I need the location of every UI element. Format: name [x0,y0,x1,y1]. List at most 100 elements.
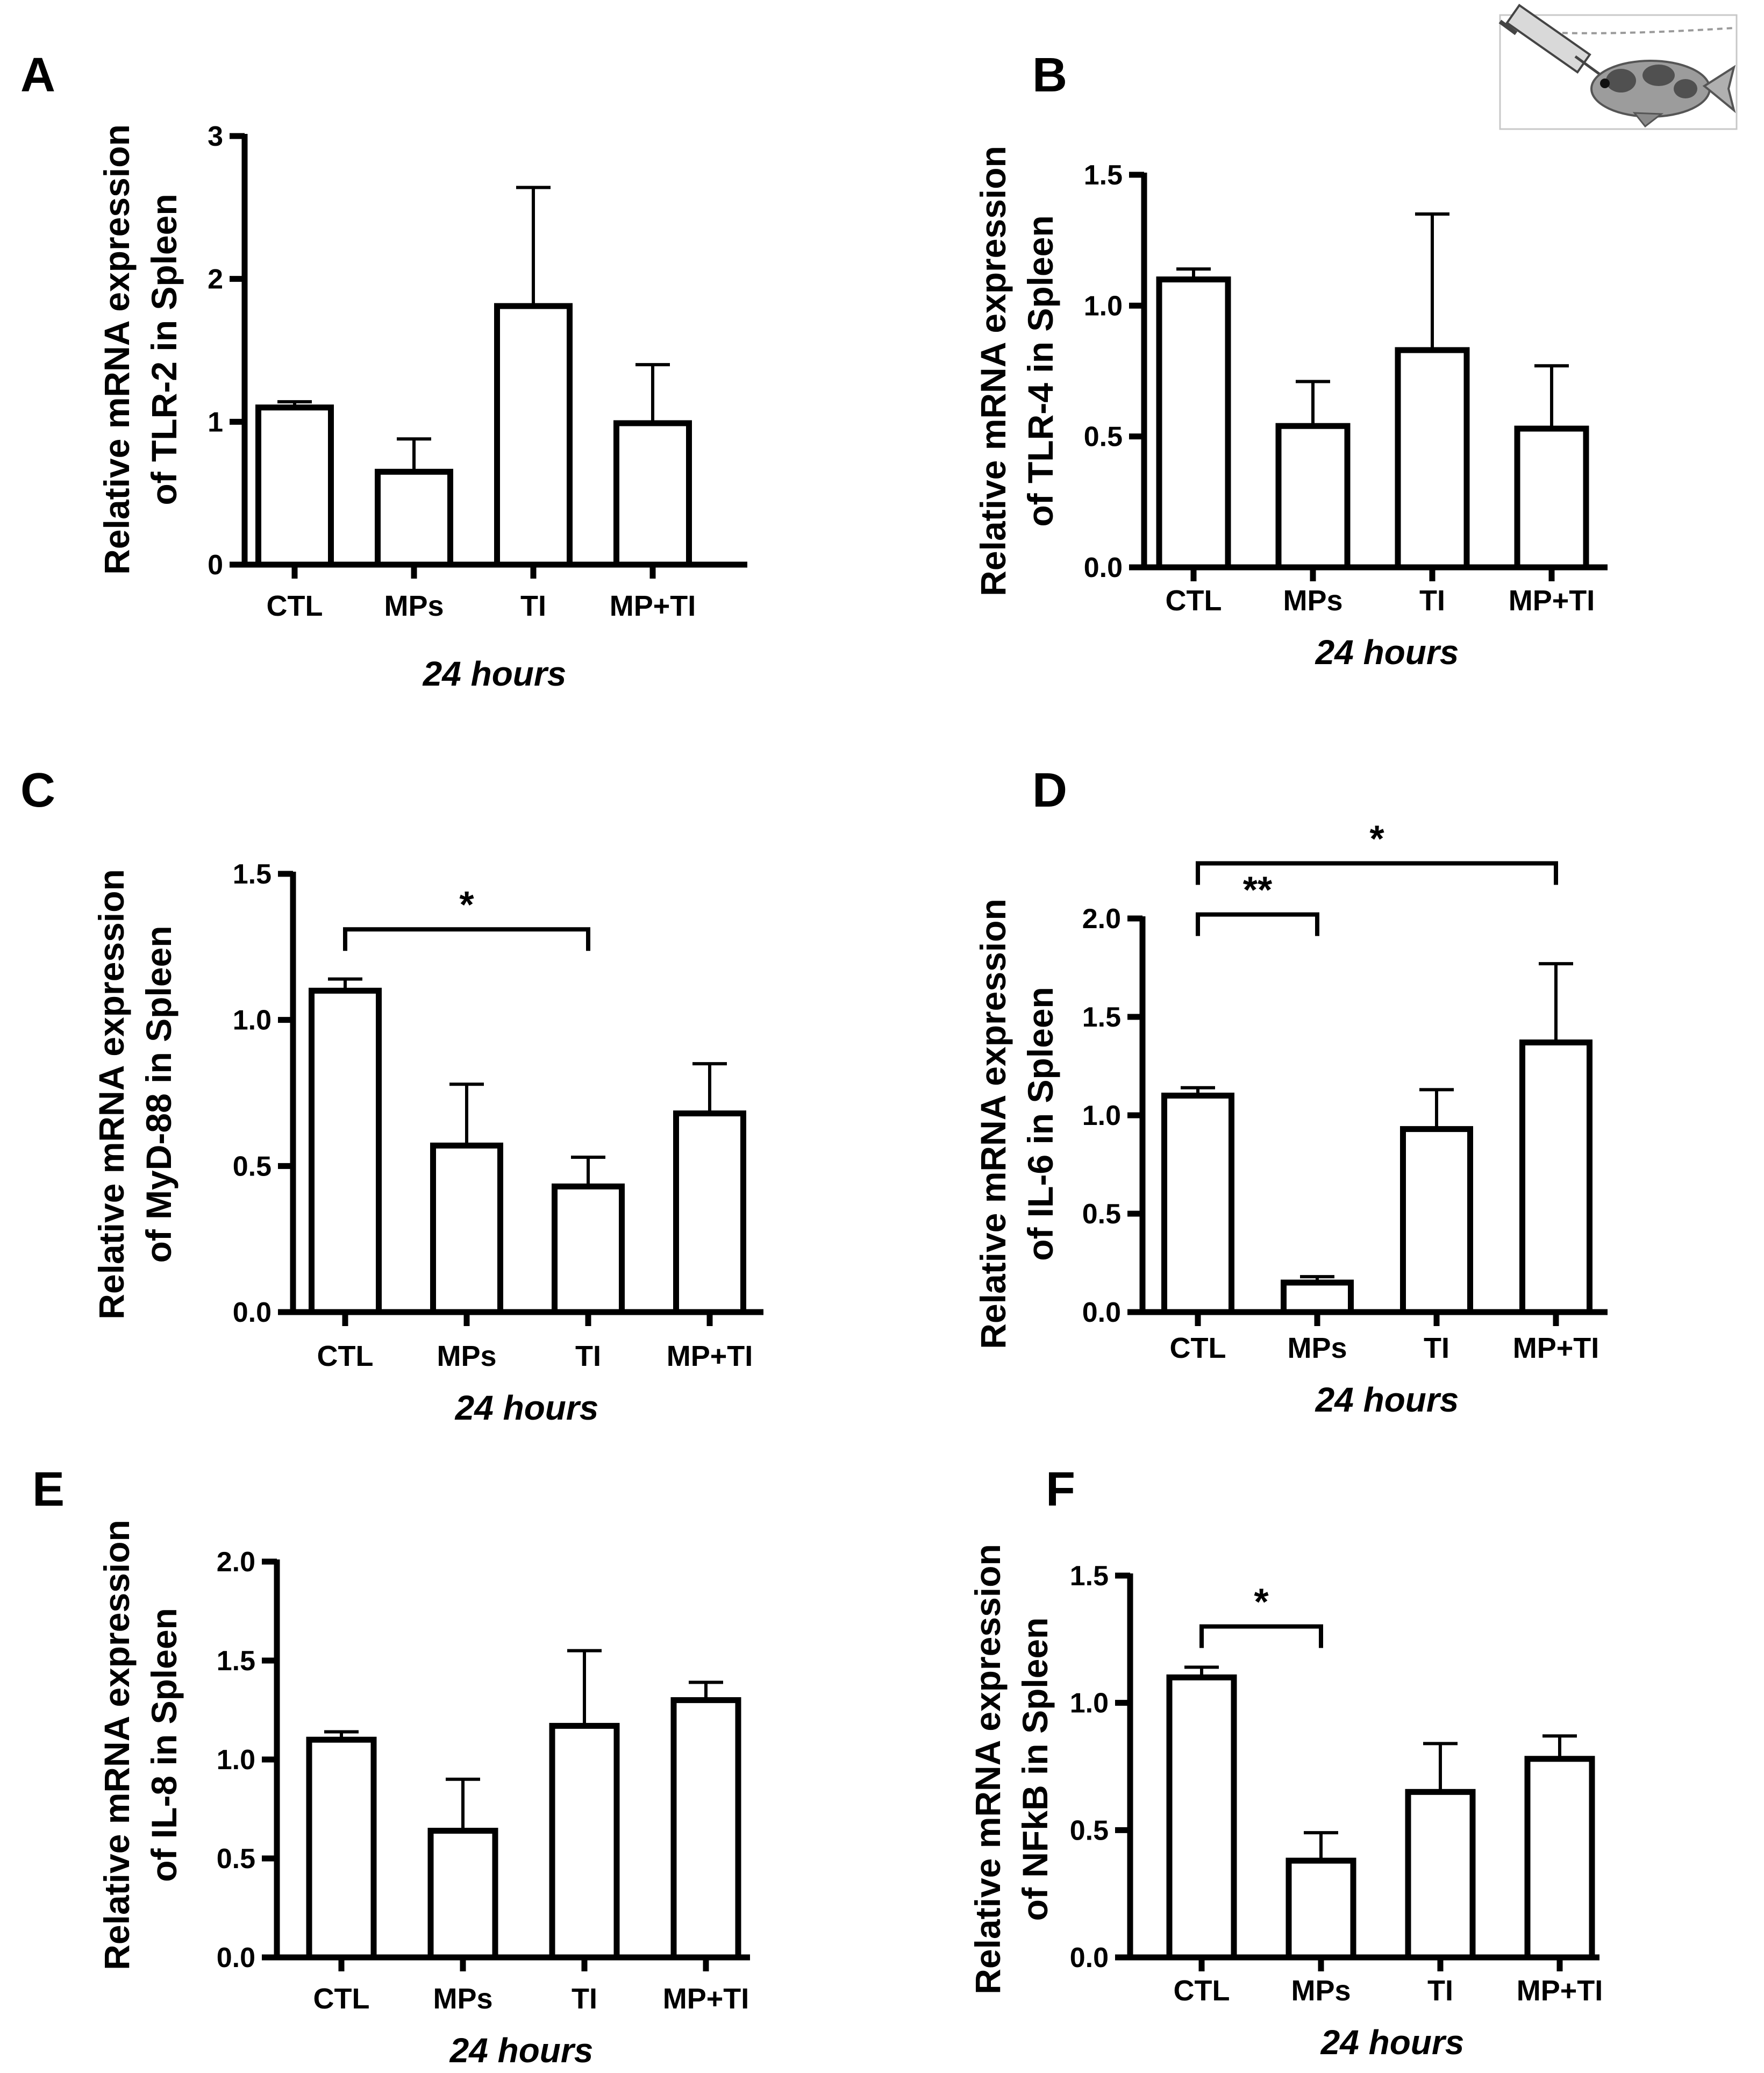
significance-bracket [1199,1624,1323,1648]
bar [255,404,334,568]
significance-label: * [1254,1581,1269,1623]
bar [427,1827,498,1961]
x-tick-label: MP+TI [1517,1975,1603,2007]
significance-label: * [459,884,474,925]
panel-d-chart: D Relative mRNA expression of IL-6 in Sple… [973,764,1608,1419]
significance-label: ** [1243,869,1273,911]
panel-e-chart: E Relative mRNA expression of IL-8 in Sple… [32,1463,750,2070]
panel-letter: C [20,764,55,817]
panel-letter: F [1046,1463,1075,1516]
panel-letter: A [20,48,55,102]
significance-bracket [1196,861,1558,885]
y-tick-label: 2 [208,264,223,295]
bar [306,1736,377,1961]
y-tick-label: 1.0 [1082,1100,1121,1131]
y-tick-label: 1.5 [1084,160,1123,191]
y-axis-title-line2: of MyD-88 in Spleen [139,925,178,1263]
bar [1166,1674,1237,1961]
y-tick-label: 1 [208,407,223,438]
y-axis-title-line1: Relative mRNA expression [97,124,137,575]
y-tick-label: 1.5 [1070,1561,1109,1592]
y-tick-label: 1.5 [1082,1002,1121,1033]
x-tick-label: TI [575,1340,601,1372]
x-tick-label: CTL [1166,585,1222,617]
x-tick-label: MP+TI [667,1340,753,1372]
bar [430,1142,503,1315]
y-tick-label: 0.0 [1082,1297,1121,1328]
y-tick-label: 0.5 [217,1843,255,1875]
panel-letter: D [1032,764,1067,817]
bar [1395,347,1470,571]
y-axis-title-line2: of TLR-2 in Spleen [144,194,184,505]
x-tick-label: MP+TI [1513,1332,1599,1364]
x-tick-label: CTL [1170,1332,1226,1364]
panel-c-chart: C Relative mRNA expression of MyD-88 in Sp… [20,764,763,1427]
x-tick-label: CTL [313,1983,370,2015]
x-axis-title: 24 hours [423,654,567,693]
significance-bracket [1196,912,1319,936]
x-tick-label: CTL [317,1340,374,1372]
y-tick-label: 0.0 [233,1297,272,1328]
bar [494,303,573,568]
bar [1156,276,1231,571]
bar [1405,1789,1476,1961]
y-axis-title: Relative mRNA expression of MyD-88 in Spl… [91,869,178,1320]
y-axis-title-line1: Relative mRNA expression [97,1520,137,1970]
x-tick-label: MP+TI [610,590,696,622]
fish-icon [1590,60,1736,128]
y-tick-label: 3 [208,121,223,152]
x-tick-label: MPs [1291,1975,1351,2007]
bar [1275,423,1351,571]
y-tick-label: 1.5 [233,859,272,890]
x-axis-title: 24 hours [455,1388,599,1427]
bar [1524,1756,1595,1961]
y-axis-title-line1: Relative mRNA expression [973,146,1013,596]
y-axis-title: Relative mRNA expression of TLR-2 in Sple… [97,124,184,575]
x-axis-title: 24 hours [449,2031,594,2070]
bar [552,1183,625,1315]
x-tick-label: MPs [1287,1332,1347,1364]
y-tick-label: 1.0 [1084,290,1123,322]
x-tick-label: MP+TI [663,1983,749,2015]
panel-f-chart: F Relative mRNA expression of NFkB in Sple… [968,1463,1603,2062]
bar [1285,1857,1356,1961]
significance-bracket [343,927,590,951]
bar [1400,1126,1473,1315]
y-axis-title-line2: of IL-8 in Spleen [144,1608,184,1882]
y-axis-title: Relative mRNA expression of IL-8 in Splee… [97,1520,184,1970]
y-tick-label: 2.0 [1082,903,1121,935]
bar [613,420,692,568]
y-tick-label: 0.0 [1084,552,1123,583]
y-tick-label: 2.0 [217,1547,255,1578]
bar [670,1697,741,1961]
x-tick-label: CTL [267,590,323,622]
y-axis-title: Relative mRNA expression of TLR-4 in Sple… [973,146,1060,596]
y-axis-title-line2: of IL-6 in Spleen [1020,987,1060,1261]
x-tick-label: MPs [433,1983,492,2015]
y-axis-title: Relative mRNA expression of NFkB in Splee… [968,1544,1055,1994]
y-tick-label: 0 [208,550,223,581]
panel-letter: E [32,1463,65,1516]
y-tick-label: 0.5 [1082,1199,1121,1230]
y-tick-label: 1.0 [233,1005,272,1036]
x-tick-label: TI [572,1983,597,2015]
x-tick-label: MP+TI [1509,585,1595,617]
syringe-icon [1498,3,1606,80]
bar [309,987,382,1315]
x-tick-label: TI [1427,1975,1453,2007]
x-tick-label: TI [520,590,546,622]
y-axis-title-line1: Relative mRNA expression [91,869,131,1320]
x-axis-title: 24 hours [1320,2023,1465,2062]
y-axis-title-line1: Relative mRNA expression [973,899,1013,1349]
bar [673,1110,746,1315]
y-tick-label: 0.5 [1070,1815,1109,1846]
x-tick-label: TI [1424,1332,1449,1364]
significance-label: * [1369,818,1384,860]
bar [549,1722,620,1961]
x-tick-label: CTL [1174,1975,1230,2007]
panel-letter: B [1032,48,1067,102]
panel-a-chart: A Relative mRNA expression of TLR-2 in Spl… [20,48,747,693]
bar [1519,1039,1592,1315]
y-tick-label: 1.0 [1070,1688,1109,1719]
